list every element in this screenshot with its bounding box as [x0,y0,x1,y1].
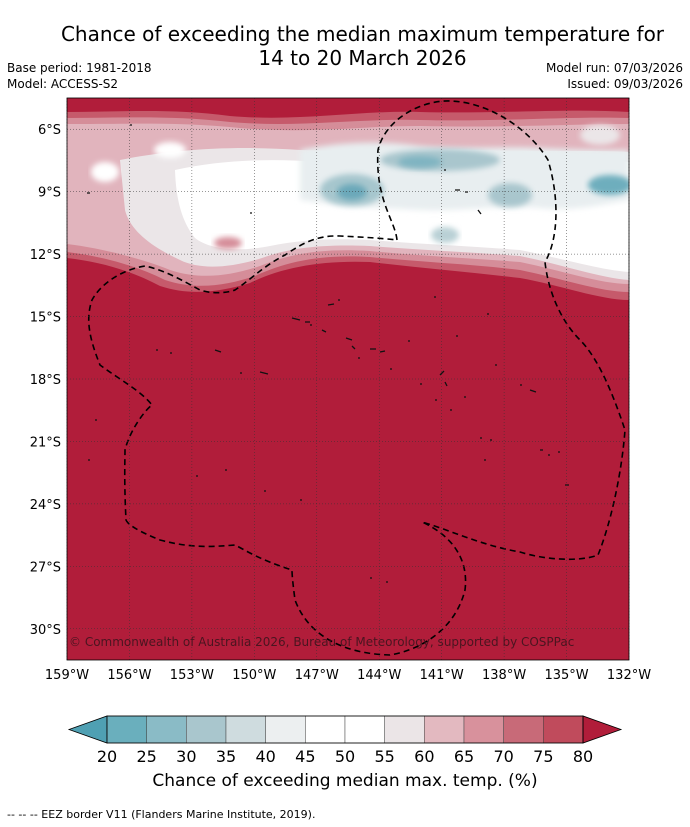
latitude-ticks: 6°S 9°S 12°S 15°S 18°S 21°S 24°S 27°S 30°S [30,123,61,638]
eez-legend: -- -- -- EEZ border V11 (Flanders Marine… [7,808,316,821]
meta-left: Base period: 1981-2018 Model: ACCESS-S2 [7,60,152,92]
colorbar-segment [543,715,584,744]
cool-patch-4 [588,175,629,195]
lat-tick-label: 12°S [30,248,61,263]
colorbar-tick-label: 20 [97,747,117,766]
cool-patch-3 [488,183,532,207]
title-line-2: 14 to 20 March 2026 [258,46,467,70]
colorbar-tick-label: 35 [216,747,236,766]
lat-tick-label: 30°S [30,623,61,638]
cool-patch-1-core [337,184,367,200]
colorbar-tick-label: 50 [335,747,355,766]
lat-tick-label: 15°S [30,311,61,326]
colorbar-frame [106,715,584,744]
islands [87,124,569,583]
map-title: Chance of exceeding the median maximum t… [40,22,685,70]
map-frame [66,97,630,661]
title-line-1: Chance of exceeding the median maximum t… [60,22,665,46]
longitude-ticks: 159°W 156°W 153°W 150°W 147°W 144°W 141°W 138°W… [45,668,651,683]
colorbar-segment [384,715,425,744]
colorbar-min-arrow [67,715,108,744]
colorbar-segment [344,715,385,744]
neutral-patch-2 [91,162,119,182]
model-run: Model run: 07/03/2026 [545,61,683,75]
colorbar-tick-label: 75 [533,747,553,766]
lon-tick-label: 156°W [107,668,151,683]
colorbar-segment [503,715,544,744]
colorbar-segment [265,715,306,744]
lon-tick-label: 138°W [482,668,526,683]
lat-tick-label: 6°S [38,123,61,138]
colorbar-segment [225,715,266,744]
issued-date: Issued: 09/03/2026 [567,77,683,91]
neutral-patch-1 [154,142,186,158]
cool-patch-2-core [398,156,442,168]
lon-tick-label: 135°W [544,668,588,683]
lat-tick-label: 18°S [30,373,61,388]
map-figure: © Commonwealth of Australia 2026, Bureau… [30,97,651,766]
cool-patch-5 [431,227,459,243]
colorbar-tick-label: 30 [176,747,196,766]
colorbar-segment [106,715,147,744]
colorbar-segment [305,715,346,744]
model-name: Model: ACCESS-S2 [7,77,119,91]
colorbar-segment [463,715,504,744]
colorbar-segment [186,715,227,744]
lat-tick-label: 24°S [30,498,61,513]
colorbar-segment [424,715,465,744]
colorbar-tick-label: 55 [374,747,394,766]
lat-tick-label: 9°S [38,186,61,201]
colorbar-tick-label: 60 [414,747,434,766]
meta-right: Model run: 07/03/2026 Issued: 09/03/2026 [546,60,683,92]
neutral-patch-3 [580,125,620,145]
lon-tick-label: 141°W [420,668,464,683]
copyright-notice: © Commonwealth of Australia 2026, Bureau… [69,635,574,649]
base-period: Base period: 1981-2018 [7,61,152,75]
lat-tick-label: 21°S [30,435,61,450]
colorbar-title: Chance of exceeding median max. temp. (%… [152,771,538,791]
lat-tick-label: 27°S [30,560,61,575]
lon-tick-label: 147°W [295,668,339,683]
colorbar: 20 25 30 35 40 45 50 55 60 65 70 75 80 [67,715,623,766]
colorbar-tick-label: 45 [295,747,315,766]
lon-tick-label: 132°W [607,668,651,683]
lon-tick-label: 159°W [45,668,89,683]
colorbar-tick-label: 70 [493,747,513,766]
colorbar-tick-label: 25 [136,747,156,766]
lon-tick-label: 153°W [170,668,214,683]
colorbar-tick-label: 65 [454,747,474,766]
colorbar-max-arrow [582,715,623,744]
colorbar-segment [146,715,187,744]
warm-patch-1 [214,237,242,249]
lon-tick-label: 150°W [232,668,276,683]
lon-tick-label: 144°W [357,668,401,683]
grid-lines [66,98,630,660]
colorbar-tick-label: 40 [255,747,275,766]
colorbar-tick-label: 80 [573,747,593,766]
